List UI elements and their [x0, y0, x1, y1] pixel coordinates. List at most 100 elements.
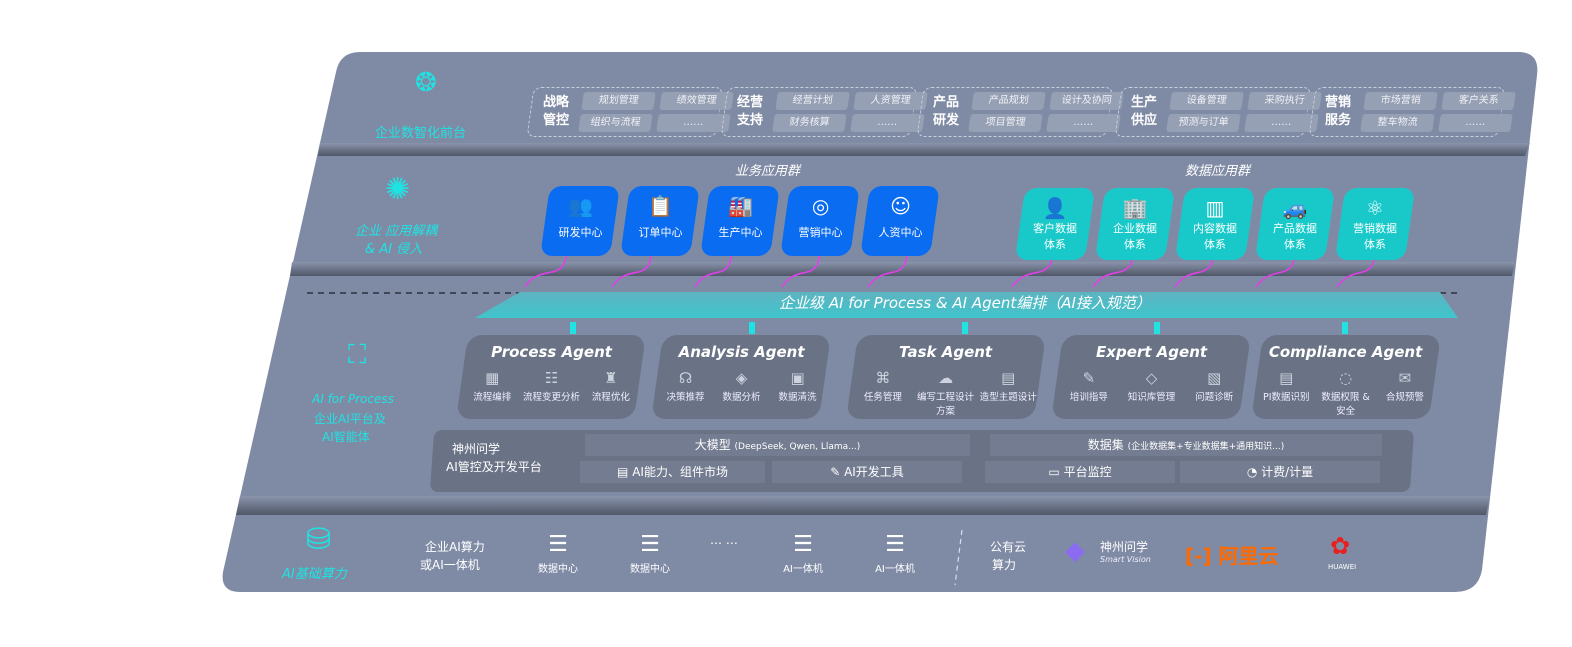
group-item[interactable]: 市场营销 — [1363, 92, 1438, 110]
group-title: 产品研发 — [933, 95, 960, 128]
aliyun-name: 阿里云 — [1218, 544, 1279, 568]
group-title: 战略管控 — [543, 95, 570, 128]
atom-icon: ⚛ — [1366, 196, 1384, 220]
platform-title: 神州问学 — [452, 442, 501, 456]
capability-icon: ☊ — [678, 369, 693, 387]
group-item[interactable]: 设备管理 — [1169, 92, 1244, 110]
capability-label: 决策推荐 — [666, 392, 705, 403]
card-label: 内容数据 — [1193, 222, 1237, 235]
business-apps-title: 业务应用群 — [735, 164, 801, 179]
group-item[interactable]: …… — [850, 114, 925, 132]
agent-capability: ◌ 数据权限 & 安全 — [1316, 369, 1375, 417]
business-app-card[interactable]: 👥 研发中心 — [540, 186, 620, 256]
enterprise-compute-label-2: 或AI一体机 — [420, 558, 480, 572]
platform-monitor-button[interactable]: ▭ 平台监控 — [985, 461, 1175, 483]
business-app-card[interactable]: 🏭 生产中心 — [700, 186, 780, 256]
card-label: 研发中心 — [558, 226, 603, 239]
group-item[interactable]: …… — [1244, 114, 1319, 132]
agent-card[interactable]: Expert Agent ✎ 培训指导 ◇ 知识库管理 ▧ 问题诊断 — [1051, 335, 1251, 419]
data-app-card[interactable]: 🚙 产品数据体系 — [1254, 188, 1336, 260]
capability-label: 流程变更分析 — [523, 392, 581, 403]
public-cloud-label: 公有云 — [990, 540, 1027, 554]
capability-icon: ▧ — [1207, 369, 1222, 387]
ai-dev-tools-button[interactable]: ✎ AI开发工具 — [772, 461, 962, 483]
card-label: 产品数据 — [1273, 222, 1317, 235]
group-item[interactable]: 项目管理 — [968, 114, 1043, 132]
group-item[interactable]: 产品规划 — [971, 92, 1046, 110]
agent-title: Task Agent — [899, 343, 993, 361]
card-label-2: 体系 — [1284, 238, 1306, 251]
business-app-card[interactable]: 📋 订单中心 — [620, 186, 700, 256]
capability-label: 知识库管理 — [1127, 392, 1176, 403]
group-item[interactable]: 组织与流程 — [578, 114, 653, 132]
billing-button[interactable]: ◔ 计费/计量 — [1180, 461, 1380, 483]
capability-label: 问题诊断 — [1195, 392, 1234, 403]
data-app-card[interactable]: ⚛ 营销数据体系 — [1334, 188, 1416, 260]
agent-card[interactable]: Task Agent ⌘ 任务管理 ☁ 编写工程设计方案 ▤ 造型主题设计 — [846, 335, 1046, 419]
group-item[interactable]: 经营计划 — [775, 92, 850, 110]
capability-label: 数据清洗 — [778, 392, 817, 403]
agent-capability: ✎ 培训指导 — [1059, 369, 1119, 403]
group-item[interactable]: 财务核算 — [772, 114, 847, 132]
group-item[interactable]: 设计及协同 — [1049, 92, 1124, 110]
clipboard-icon: 📋 — [648, 194, 674, 218]
group-item[interactable]: 采购执行 — [1247, 92, 1322, 110]
face-scan-icon: ⛶ — [348, 340, 367, 370]
agent-card[interactable]: Compliance Agent ▤ PI数据识别 ◌ 数据权限 & 安全 ✉ 合规预警 — [1251, 335, 1441, 419]
apps-layer-label-2: & AI 侵入 — [365, 242, 423, 257]
business-app-card[interactable]: ☺ 人资中心 — [860, 186, 940, 256]
database-icon: ⛁ — [306, 522, 332, 557]
component-market-button[interactable]: ▤ AI能力、组件市场 — [580, 461, 765, 483]
data-apps-title: 数据应用群 — [1185, 164, 1251, 179]
group-item[interactable]: …… — [1046, 114, 1121, 132]
server-datacenter-1: ☰ 数据中心 — [523, 532, 593, 575]
group-item[interactable]: …… — [1438, 114, 1513, 132]
capability-icon: ◈ — [735, 369, 748, 387]
card-label: 生产中心 — [718, 226, 763, 239]
huawei-logo-icon: ✿ — [1330, 532, 1351, 560]
group-item[interactable]: 整车物流 — [1360, 114, 1435, 132]
capability-icon: ◌ — [1339, 369, 1353, 387]
public-cloud-label-2: 算力 — [992, 558, 1017, 572]
front-group: 产品研发 产品规划 设计及协同 项目管理…… — [916, 87, 1124, 137]
capability-icon: ▦ — [485, 369, 500, 387]
agent-capability: ▦ 流程编排 — [463, 369, 522, 403]
agent-capability: ☁ 编写工程设计方案 — [916, 369, 976, 417]
agent-capability: ▣ 数据清洗 — [770, 369, 826, 403]
tool-label: AI开发工具 — [844, 465, 904, 479]
card-label-2: 体系 — [1044, 238, 1066, 251]
capability-icon: ▤ — [1001, 369, 1016, 387]
agent-card[interactable]: Analysis Agent ☊ 决策推荐 ◈ 数据分析 ▣ 数据清洗 — [651, 335, 831, 419]
ai-layer-label: AI for Process — [312, 392, 394, 406]
capability-icon: ▣ — [790, 369, 805, 387]
platform-subtitle: AI管控及开发平台 — [446, 460, 542, 474]
server-ai-appliance-1: ☰ AI一体机 — [768, 532, 838, 575]
car-icon: 🚙 — [1282, 196, 1308, 220]
front-group: 战略管控 规划管理 绩效管理 组织与流程…… — [526, 87, 734, 137]
capability-icon: ✎ — [1082, 369, 1096, 387]
orchestration-band: 企业级 AI for Process & AI Agent编排（AI接入规范） — [779, 294, 1151, 312]
card-label-2: 体系 — [1124, 238, 1146, 251]
group-item[interactable]: 人资管理 — [853, 92, 928, 110]
front-layer-label: 企业数智化前台 — [375, 126, 467, 141]
data-app-card[interactable]: ▥ 内容数据 体系 — [1174, 188, 1256, 260]
molecule-icon: ✺ — [385, 172, 411, 207]
smart-vision-en: Smart Vision — [1100, 555, 1151, 564]
business-app-card[interactable]: ◎ 营销中心 — [780, 186, 860, 256]
data-app-card[interactable]: 🏢 企业数据 体系 — [1094, 188, 1176, 260]
capability-icon: ◇ — [1145, 369, 1158, 387]
agent-capability: ✉ 合规预警 — [1375, 369, 1434, 417]
building-icon: 🏢 — [1122, 196, 1148, 220]
capability-label: 合规预警 — [1385, 392, 1424, 403]
group-item[interactable]: 预测与订单 — [1166, 114, 1241, 132]
group-item[interactable]: …… — [656, 114, 731, 132]
data-app-card[interactable]: 👤 客户数据 体系 — [1014, 188, 1096, 260]
group-item[interactable]: 客户关系 — [1441, 92, 1516, 110]
group-item[interactable]: 绩效管理 — [659, 92, 734, 110]
card-label-2: 体系 — [1364, 238, 1386, 251]
group-item[interactable]: 规划管理 — [581, 92, 656, 110]
card-label: 客户数据 — [1033, 222, 1077, 235]
server-icon: ☰ — [548, 532, 568, 557]
agent-card[interactable]: Process Agent ▦ 流程编排 ☷ 流程变更分析 ♜ 流程优化 — [456, 335, 646, 419]
card-label: 营销数据 — [1353, 222, 1397, 235]
